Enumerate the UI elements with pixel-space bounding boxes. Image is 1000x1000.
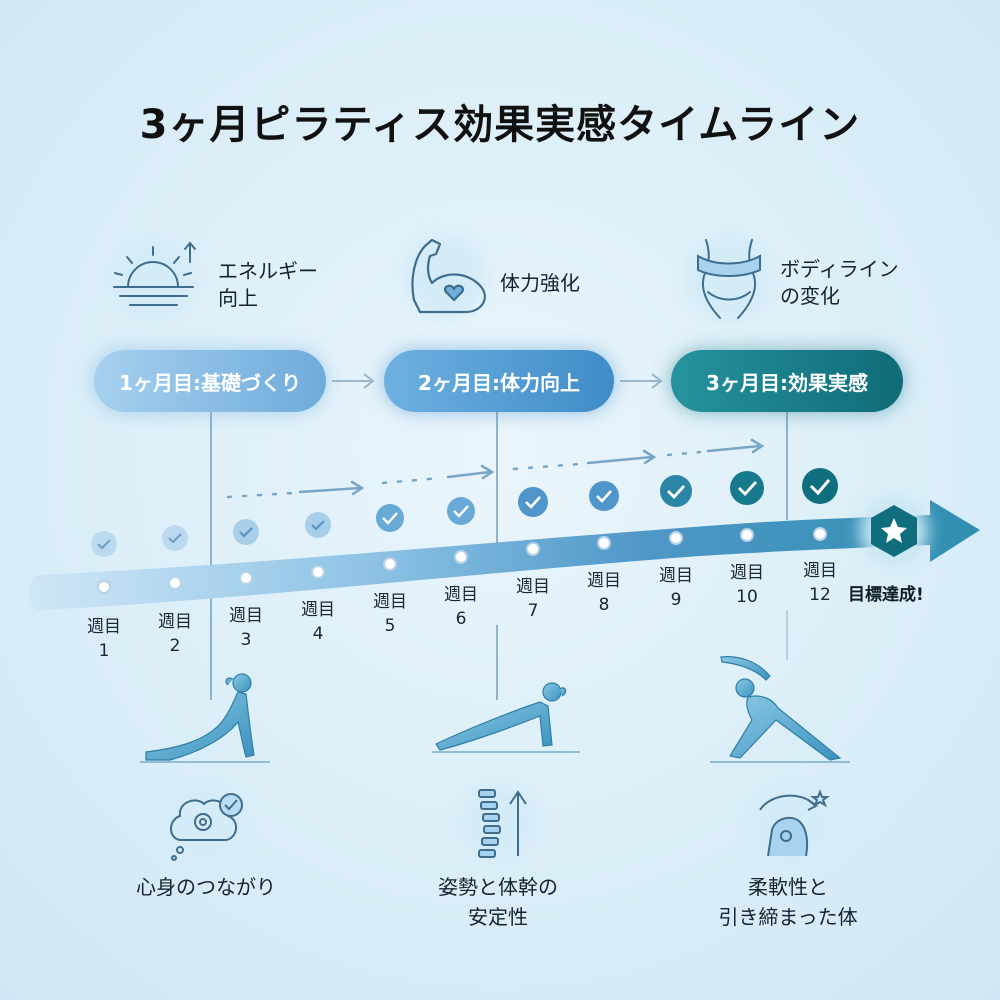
page-title: 3ヶ月ピラティス効果実感タイムライン — [139, 102, 861, 148]
week-label: 週目 10 — [730, 563, 764, 607]
check-badge-icon — [447, 497, 475, 525]
week-label: 週目 6 — [444, 585, 478, 629]
check-badge-icon — [802, 468, 838, 504]
week-dot — [526, 542, 540, 556]
week-label: 週目 4 — [301, 600, 335, 644]
side-stretch-pose-figure — [710, 656, 850, 763]
week-dot — [383, 557, 397, 571]
check-badge-icon — [233, 519, 259, 545]
week-dot — [168, 576, 182, 590]
check-badge-icon — [589, 481, 619, 511]
check-badge-icon — [518, 487, 548, 517]
phase-pill-month-1: 1ヶ月目:基礎づくり — [94, 350, 326, 412]
week-dot — [97, 580, 111, 594]
progress-arrows — [226, 438, 765, 499]
week-dots — [97, 527, 827, 594]
week-label: 週目 12 — [803, 561, 837, 605]
check-badge-icon — [305, 512, 331, 538]
week-dot — [740, 528, 754, 542]
week-label: 週目 1 — [87, 617, 121, 661]
flexed-arm-icon — [403, 234, 487, 318]
cobra-pose-figure — [140, 673, 270, 763]
week-dot — [454, 550, 468, 564]
week-label: 週目 9 — [659, 566, 693, 610]
waist-measure-icon — [684, 234, 772, 322]
star-badge-icon — [860, 497, 928, 565]
week-label: 週目 7 — [516, 577, 550, 621]
benefit-label-strength: 体力強化 — [500, 271, 580, 295]
check-badges — [91, 468, 838, 557]
week-label: 週目 3 — [229, 606, 263, 650]
week-label: 週目 2 — [158, 612, 192, 656]
week-label: 週目 5 — [373, 592, 407, 636]
phase-arrow-1 — [332, 373, 375, 389]
phase-pill-month-2: 2ヶ月目:体力向上 — [384, 350, 614, 412]
phase-arrow-2 — [620, 373, 663, 389]
sunrise-icon — [113, 240, 196, 320]
week-dot — [813, 527, 827, 541]
mind-gear-icon — [167, 784, 243, 861]
plank-pose-figure — [432, 682, 580, 753]
week-label: 週目 8 — [587, 571, 621, 615]
flexible-body-icon — [748, 785, 830, 865]
week-dot — [597, 536, 611, 550]
phase-connectors — [210, 412, 788, 700]
phase-pill-month-3: 3ヶ月目:効果実感 — [671, 350, 903, 412]
outcome-label-mind-body: 心身のつながり — [136, 875, 276, 899]
week-dot — [239, 571, 253, 585]
goal-label: 目標達成! — [848, 585, 924, 605]
check-badge-icon — [91, 531, 117, 557]
outcome-label-flexibility: 柔軟性と 引き締まった体 — [718, 875, 858, 929]
benefit-label-energy: エネルギー 向上 — [218, 259, 318, 310]
outcome-label-posture-core: 姿勢と体幹の 安定性 — [438, 875, 558, 929]
check-badge-icon — [376, 504, 404, 532]
week-dot — [669, 531, 683, 545]
check-badge-icon — [660, 475, 692, 507]
week-dot — [311, 565, 325, 579]
check-badge-icon — [162, 525, 188, 551]
benefit-label-bodyline: ボディライン の変化 — [780, 257, 899, 308]
timeline-ribbon — [28, 500, 980, 610]
check-badge-icon — [730, 471, 764, 505]
spine-arrow-icon — [460, 784, 536, 860]
